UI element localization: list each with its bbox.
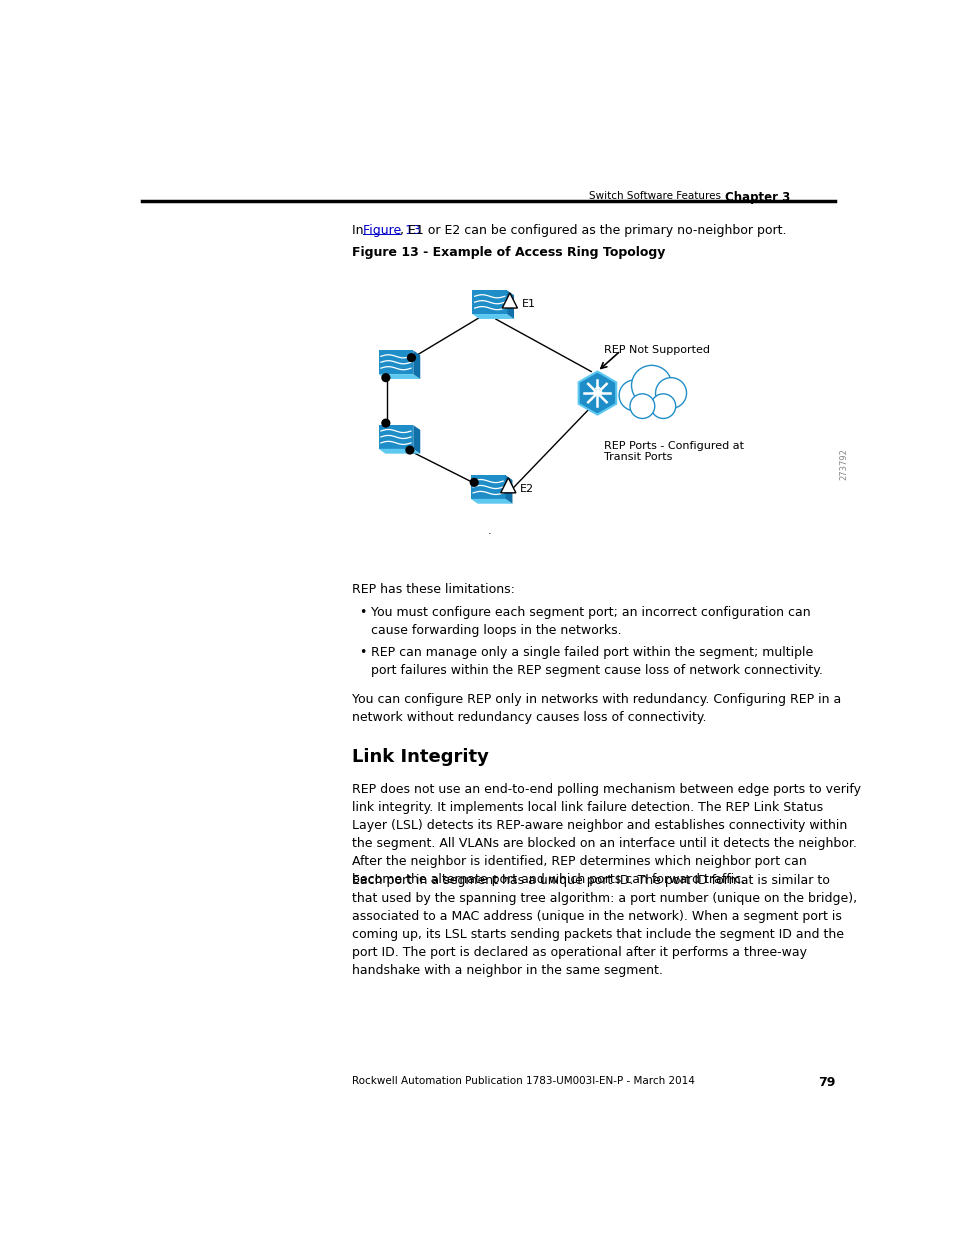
- Circle shape: [406, 446, 414, 454]
- Polygon shape: [505, 475, 512, 504]
- Text: You can configure REP only in networks with redundancy. Configuring REP in a
net: You can configure REP only in networks w…: [352, 693, 841, 724]
- Polygon shape: [413, 351, 420, 379]
- Text: REP Ports - Configured at: REP Ports - Configured at: [603, 441, 742, 451]
- Text: Each port in a segment has a unique port ID. The port ID format is similar to
th: Each port in a segment has a unique port…: [352, 874, 856, 977]
- Text: •: •: [359, 646, 367, 659]
- Circle shape: [618, 380, 649, 411]
- Text: Transit Ports: Transit Ports: [603, 452, 671, 462]
- Bar: [378, 351, 413, 374]
- Polygon shape: [501, 293, 517, 308]
- Polygon shape: [472, 314, 514, 319]
- Circle shape: [470, 478, 477, 487]
- Text: E2: E2: [519, 484, 534, 494]
- Text: Switch Software Features: Switch Software Features: [588, 190, 720, 200]
- Text: 273792: 273792: [839, 448, 847, 480]
- Circle shape: [407, 353, 415, 362]
- Text: In: In: [352, 224, 367, 237]
- Bar: [378, 425, 413, 448]
- Circle shape: [629, 394, 654, 419]
- Text: •: •: [359, 606, 367, 619]
- Bar: [470, 475, 505, 499]
- Text: ↕: ↕: [591, 385, 602, 399]
- Text: REP does not use an end-to-end polling mechanism between edge ports to verify
li: REP does not use an end-to-end polling m…: [352, 783, 860, 887]
- Text: Rockwell Automation Publication 1783-UM003I-EN-P - March 2014: Rockwell Automation Publication 1783-UM0…: [352, 1076, 694, 1086]
- Polygon shape: [413, 425, 420, 453]
- Text: E1: E1: [521, 299, 535, 309]
- Polygon shape: [578, 372, 616, 415]
- Circle shape: [631, 366, 671, 405]
- Text: REP Not Supported: REP Not Supported: [603, 346, 709, 356]
- Circle shape: [655, 378, 686, 409]
- Text: , E1 or E2 can be configured as the primary no-neighbor port.: , E1 or E2 can be configured as the prim…: [399, 224, 785, 237]
- Text: 79: 79: [817, 1076, 835, 1089]
- Circle shape: [650, 394, 675, 419]
- Text: REP can manage only a single failed port within the segment; multiple
port failu: REP can manage only a single failed port…: [371, 646, 822, 677]
- Polygon shape: [378, 374, 420, 379]
- Text: REP has these limitations:: REP has these limitations:: [352, 583, 514, 597]
- Text: You must configure each segment port; an incorrect configuration can
cause forwa: You must configure each segment port; an…: [371, 606, 810, 637]
- Circle shape: [381, 374, 390, 382]
- Text: Link Integrity: Link Integrity: [352, 748, 488, 766]
- Bar: [472, 290, 507, 314]
- Circle shape: [381, 419, 390, 427]
- Text: ↔: ↔: [591, 387, 602, 400]
- Text: Chapter 3: Chapter 3: [724, 190, 790, 204]
- Text: Figure 13: Figure 13: [362, 224, 420, 237]
- Text: .: .: [487, 526, 491, 536]
- Polygon shape: [500, 478, 516, 493]
- Polygon shape: [507, 290, 514, 319]
- Text: Figure 13 - Example of Access Ring Topology: Figure 13 - Example of Access Ring Topol…: [352, 246, 664, 259]
- Polygon shape: [378, 448, 420, 453]
- Polygon shape: [470, 499, 512, 504]
